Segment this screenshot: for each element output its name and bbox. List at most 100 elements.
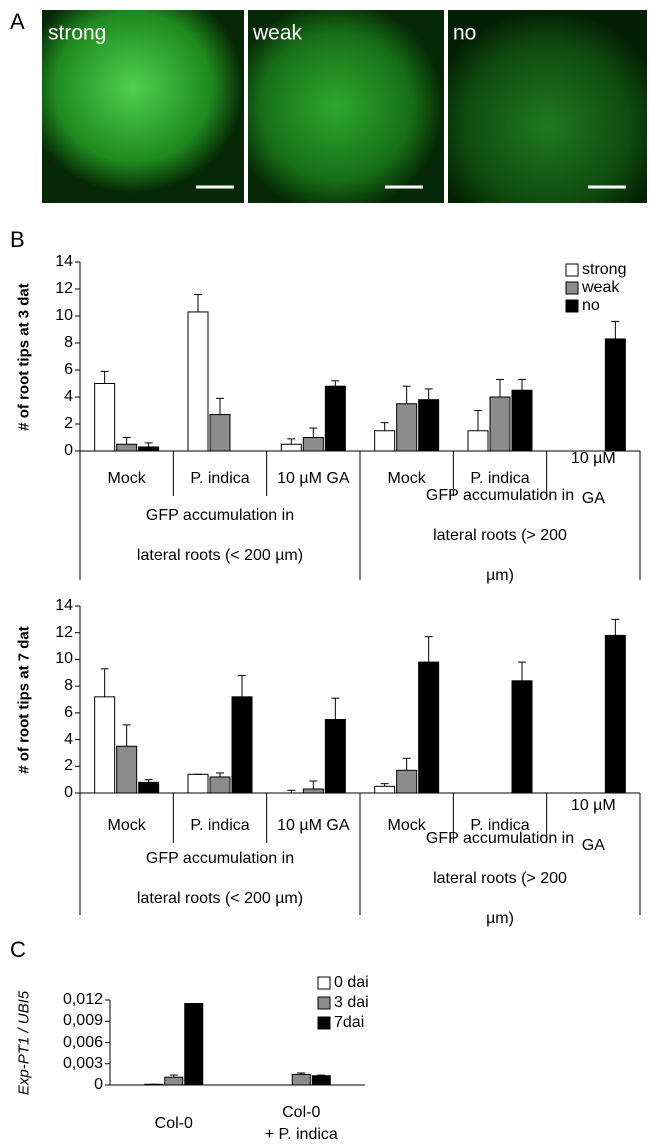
error-bar bbox=[403, 386, 411, 404]
y-axis-label: # of root tips at 7 dat bbox=[17, 626, 32, 774]
y-tick-label: 0,009 bbox=[63, 1013, 103, 1029]
error-bar bbox=[331, 381, 339, 386]
y-tick-label: 2 bbox=[64, 416, 73, 432]
y-axis-label: Exp-PT1 / UBI5 bbox=[17, 991, 32, 1095]
error-bar bbox=[381, 423, 389, 431]
bar bbox=[375, 431, 395, 451]
error-bar bbox=[216, 773, 224, 777]
panel-label: A bbox=[10, 11, 25, 33]
legend-label: 7dai bbox=[334, 1015, 364, 1031]
x-tick-label: P. indica bbox=[470, 459, 529, 499]
error-bar bbox=[101, 371, 109, 383]
error-bar bbox=[425, 389, 433, 400]
x-tick-label: Mock bbox=[108, 806, 146, 846]
x-tick-label: Mock bbox=[388, 806, 426, 846]
bar bbox=[165, 1077, 183, 1085]
error-bar bbox=[611, 619, 619, 635]
y-tick-label: 12 bbox=[55, 625, 73, 641]
y-tick-label: 8 bbox=[64, 678, 73, 694]
error-bar bbox=[101, 669, 109, 697]
bar bbox=[490, 397, 510, 451]
error-bar bbox=[194, 294, 202, 312]
bar bbox=[325, 386, 345, 451]
y-tick-label: 0 bbox=[64, 785, 73, 801]
error-bar bbox=[123, 725, 131, 746]
error-bar bbox=[518, 379, 526, 390]
y-tick-label: 12 bbox=[55, 281, 73, 297]
bar bbox=[375, 786, 395, 793]
legend-swatch bbox=[318, 997, 330, 1009]
error-bar bbox=[518, 662, 526, 681]
error-bar bbox=[145, 443, 153, 447]
error-bar bbox=[238, 675, 246, 696]
error-bar bbox=[611, 321, 619, 339]
x-tick-label: 10 µM GA bbox=[277, 806, 349, 846]
y-tick-label: 10 bbox=[55, 308, 73, 324]
bar bbox=[397, 770, 417, 793]
bar bbox=[188, 312, 208, 451]
error-bar bbox=[425, 637, 433, 662]
y-tick-label: 0,012 bbox=[63, 992, 103, 1008]
error-bar bbox=[216, 398, 224, 414]
legend-label: strong bbox=[582, 262, 626, 278]
x-tick-label: Mock bbox=[108, 459, 146, 499]
x-tick-label: P. indica bbox=[190, 459, 249, 499]
figure: A B Cstrong weak no 0 2 4 6 8 10 12 14 # of root tips… bbox=[0, 0, 649, 1148]
x-tick-label: 10 µM GA bbox=[277, 459, 349, 499]
bar bbox=[210, 777, 230, 793]
error-bar bbox=[309, 781, 317, 789]
image-label: strong bbox=[48, 23, 106, 44]
y-tick-label: 10 bbox=[55, 651, 73, 667]
bar bbox=[117, 746, 137, 793]
micrograph bbox=[448, 10, 647, 203]
legend-label: no bbox=[582, 298, 600, 314]
x-tick-label: Mock bbox=[388, 459, 426, 499]
legend-swatch bbox=[566, 282, 578, 294]
y-tick-label: 14 bbox=[55, 598, 73, 614]
x-tick-label: Col-0 + P. indica bbox=[265, 1102, 338, 1146]
image-label: weak bbox=[253, 23, 302, 44]
y-tick-label: 0 bbox=[64, 443, 73, 459]
y-tick-label: 0,006 bbox=[63, 1035, 103, 1051]
bar bbox=[419, 662, 439, 793]
y-tick-label: 6 bbox=[64, 705, 73, 721]
y-tick-label: 6 bbox=[64, 362, 73, 378]
bar bbox=[185, 1004, 203, 1085]
bar bbox=[232, 697, 252, 793]
bar bbox=[468, 431, 488, 451]
group-label: GFP accumulation in lateral roots (< 200… bbox=[137, 839, 303, 919]
y-tick-label: 2 bbox=[64, 758, 73, 774]
x-tick-label: P. indica bbox=[190, 806, 249, 846]
error-bar bbox=[496, 379, 504, 397]
bar bbox=[95, 384, 115, 452]
y-tick-label: 4 bbox=[64, 389, 73, 405]
bar bbox=[303, 789, 323, 793]
x-tick-label: 10 µM GA bbox=[565, 786, 621, 866]
legend-label: weak bbox=[582, 280, 619, 296]
group-label: GFP accumulation in lateral roots (< 200… bbox=[137, 496, 303, 576]
legend-swatch bbox=[318, 1017, 330, 1029]
bar bbox=[95, 697, 115, 793]
y-axis-label: # of root tips at 3 dat bbox=[17, 283, 32, 431]
error-bar bbox=[331, 698, 339, 719]
y-tick-label: 14 bbox=[55, 254, 73, 270]
legend-label: 3 dai bbox=[334, 995, 369, 1011]
legend-swatch bbox=[566, 264, 578, 276]
legend-swatch bbox=[566, 300, 578, 312]
bar bbox=[303, 438, 323, 452]
bar bbox=[292, 1074, 310, 1085]
x-tick-label: 10 µM GA bbox=[565, 439, 621, 519]
bar bbox=[605, 339, 625, 451]
bar bbox=[210, 415, 230, 451]
y-tick-label: 8 bbox=[64, 335, 73, 351]
bar bbox=[397, 404, 417, 451]
panel-label: B bbox=[10, 229, 25, 251]
error-bar bbox=[287, 439, 295, 444]
bar bbox=[281, 444, 301, 451]
bar bbox=[139, 447, 159, 451]
bar bbox=[512, 390, 532, 451]
y-tick-label: 0 bbox=[94, 1077, 103, 1093]
image-label: no bbox=[453, 23, 476, 44]
panel-label: C bbox=[10, 939, 26, 961]
bar bbox=[188, 774, 208, 793]
